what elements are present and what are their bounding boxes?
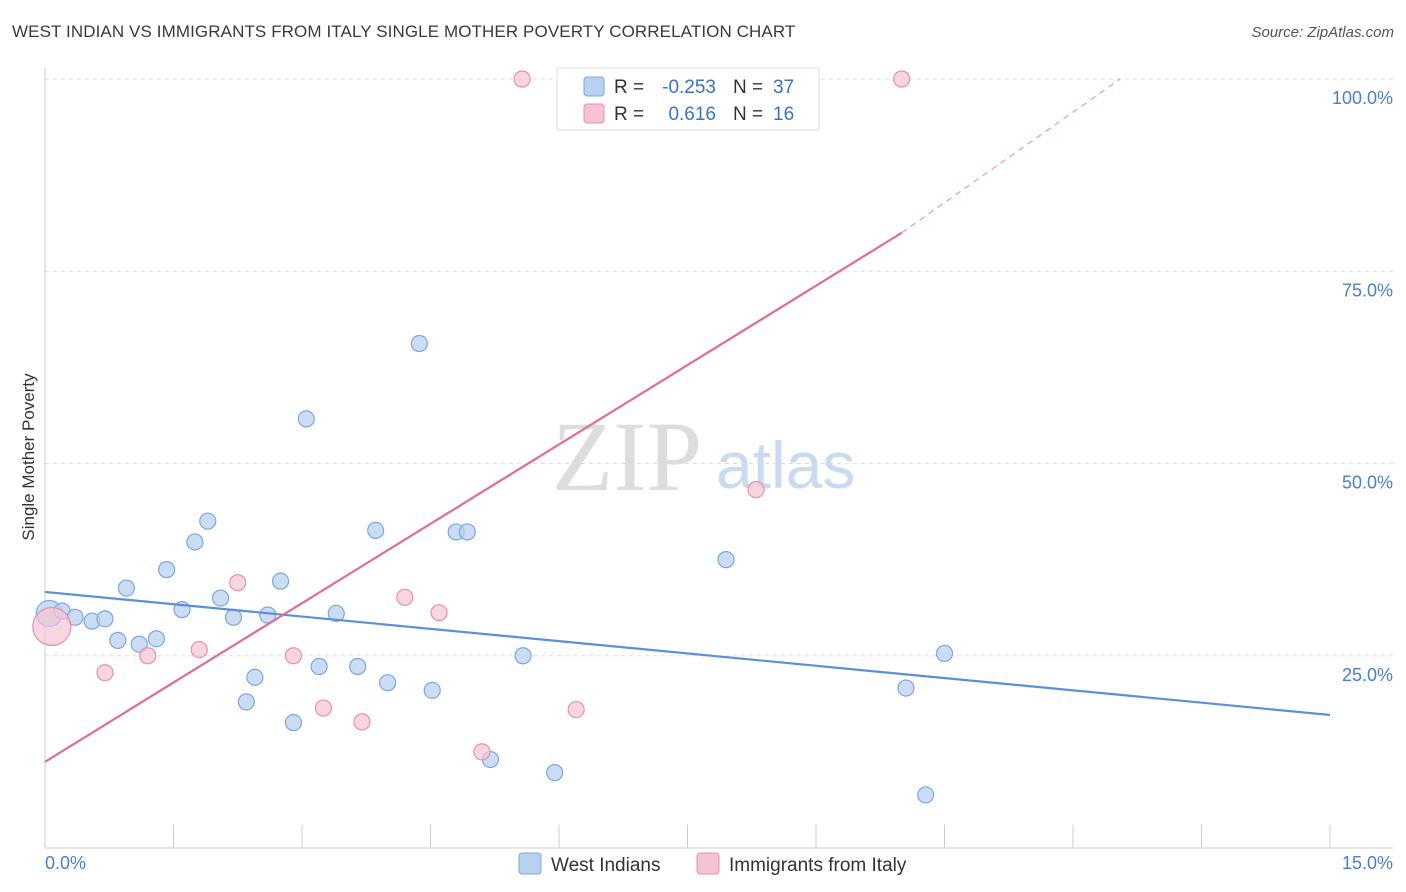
trend-lines — [44, 78, 1331, 763]
watermark-zip: ZIP — [552, 401, 702, 512]
italy-point-14 — [747, 481, 765, 499]
west-indians-point-7 — [130, 635, 148, 653]
west-indians-point-4 — [96, 610, 114, 628]
legend-n-label-1: N = — [733, 77, 763, 98]
legend-r-label-1: R = — [614, 77, 644, 98]
source-label: Source: ZipAtlas.com — [1251, 24, 1394, 41]
italy-point-8 — [396, 588, 414, 606]
bottom-legend-swatch-italy — [696, 852, 720, 875]
legend-n-value-2: 16 — [773, 104, 794, 125]
legend-n-label-2: N = — [733, 104, 763, 125]
italy-point-3 — [190, 640, 208, 659]
west-indians-point-27 — [423, 681, 441, 699]
italy-point-0 — [32, 606, 72, 647]
italy-point-5 — [284, 647, 303, 665]
west-indians-point-19 — [284, 714, 303, 732]
west-indians-point-5 — [109, 631, 127, 649]
west-indians-point-12 — [199, 512, 217, 530]
italy-point-11 — [513, 70, 531, 88]
italy-point-4 — [229, 574, 247, 592]
italy-point-10 — [473, 743, 491, 761]
gridlines — [45, 78, 1393, 657]
west-indians-point-14 — [224, 608, 243, 626]
west-indians-point-35 — [917, 786, 935, 804]
y-tick-labels: 25.0% 50.0% 75.0% 100.0% — [1332, 88, 1393, 685]
west-indians-point-31 — [514, 647, 532, 665]
legend-r-label-2: R = — [614, 104, 644, 125]
y-axis-label: Single Mother Poverty — [19, 373, 38, 541]
y-tick-label-75: 75.0% — [1342, 280, 1393, 300]
legend-swatch-italy — [583, 103, 605, 124]
legend-swatch-west-indians — [583, 76, 605, 97]
west-indians-point-11 — [186, 533, 204, 551]
west-indians-point-8 — [147, 630, 165, 648]
west-indians-point-36 — [935, 644, 954, 663]
series-legend: West Indians Immigrants from Italy — [518, 852, 907, 876]
y-tick-label-100: 100.0% — [1332, 88, 1393, 108]
italy-point-15 — [893, 70, 911, 88]
west-indians-point-29 — [458, 523, 476, 541]
x-tick-label-min: 0.0% — [45, 853, 86, 873]
west-indians-point-23 — [349, 657, 367, 676]
legend-r-value-1: -0.253 — [662, 77, 716, 98]
italy-trend-line — [44, 231, 903, 763]
italy-point-2 — [139, 647, 157, 665]
chart-title: WEST INDIAN VS IMMIGRANTS FROM ITALY SIN… — [12, 22, 796, 41]
west-indians-point-25 — [379, 674, 397, 692]
west-indians-trend-line — [44, 590, 1331, 717]
x-axis-ticks — [44, 825, 1331, 848]
legend-n-value-1: 37 — [773, 77, 794, 98]
data-points — [32, 70, 954, 804]
west-indians-point-21 — [310, 657, 328, 676]
west-indians-point-24 — [367, 521, 385, 540]
y-tick-label-50: 50.0% — [1342, 473, 1393, 493]
west-indians-point-22 — [327, 604, 345, 623]
watermark-atlas: atlas — [716, 428, 855, 502]
italy-trend-line-extension — [901, 78, 1121, 234]
italy-point-9 — [430, 604, 448, 622]
west-indians-point-6 — [117, 579, 135, 597]
italy-point-6 — [314, 699, 333, 717]
italy-point-7 — [353, 713, 371, 731]
italy-point-12 — [567, 700, 585, 719]
bottom-legend-italy: Immigrants from Italy — [729, 855, 907, 876]
legend-r-value-2: 0.616 — [668, 104, 716, 125]
west-indians-point-13 — [212, 589, 230, 607]
y-tick-label-25: 25.0% — [1342, 665, 1393, 685]
west-indians-point-9 — [158, 561, 176, 579]
italy-point-1 — [96, 664, 114, 682]
west-indians-point-18 — [271, 572, 290, 590]
stats-legend: R = -0.253 N = 37 R = 0.616 N = 16 — [556, 67, 820, 131]
west-indians-point-20 — [297, 410, 315, 428]
bottom-legend-west-indians: West Indians — [551, 855, 660, 876]
west-indians-point-15 — [237, 693, 255, 711]
west-indians-point-33 — [717, 551, 735, 569]
west-indians-point-32 — [546, 764, 564, 782]
x-tick-label-max: 15.0% — [1342, 853, 1393, 873]
bottom-legend-swatch-west-indians — [518, 852, 542, 875]
west-indians-point-34 — [897, 679, 915, 697]
west-indians-point-16 — [246, 668, 264, 686]
west-indians-point-26 — [410, 334, 428, 353]
